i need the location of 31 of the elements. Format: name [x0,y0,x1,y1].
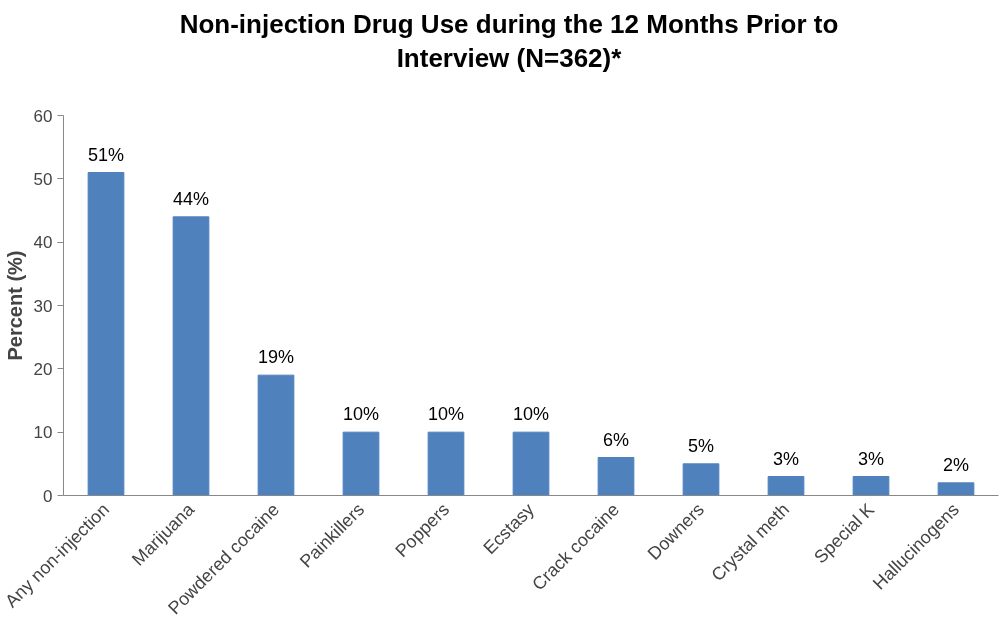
bar [87,172,125,496]
bar [767,476,805,496]
y-tick-label: 10 [33,423,53,443]
bar [512,431,550,496]
data-label: 2% [942,454,970,475]
bar [682,463,720,496]
data-label: 5% [687,435,715,456]
data-label: 51% [87,144,125,165]
data-label: 10% [342,404,380,425]
y-tick-label: 30 [33,296,53,316]
data-label: 3% [772,448,800,469]
bar [172,216,210,496]
data-label: 44% [172,188,210,209]
y-tick-label: 60 [33,106,53,126]
data-label: 10% [512,404,550,425]
data-label: 19% [257,347,295,368]
y-tick-label: 40 [33,233,53,253]
bar [257,374,295,496]
bar [427,431,465,496]
y-axis-title: Percent (%) [3,250,26,361]
y-tick-label: 20 [33,359,53,379]
bar [852,476,890,496]
y-tick-label: 0 [43,486,53,506]
bar [937,482,975,496]
data-label: 6% [602,429,630,450]
chart-title: Non-injection Drug Use during the 12 Months Prior to Interview (N=362)* [179,8,839,75]
bar [342,431,380,496]
bar [597,457,635,496]
y-tick-label: 50 [33,169,53,189]
data-label: 10% [427,404,465,425]
data-label: 3% [857,448,885,469]
